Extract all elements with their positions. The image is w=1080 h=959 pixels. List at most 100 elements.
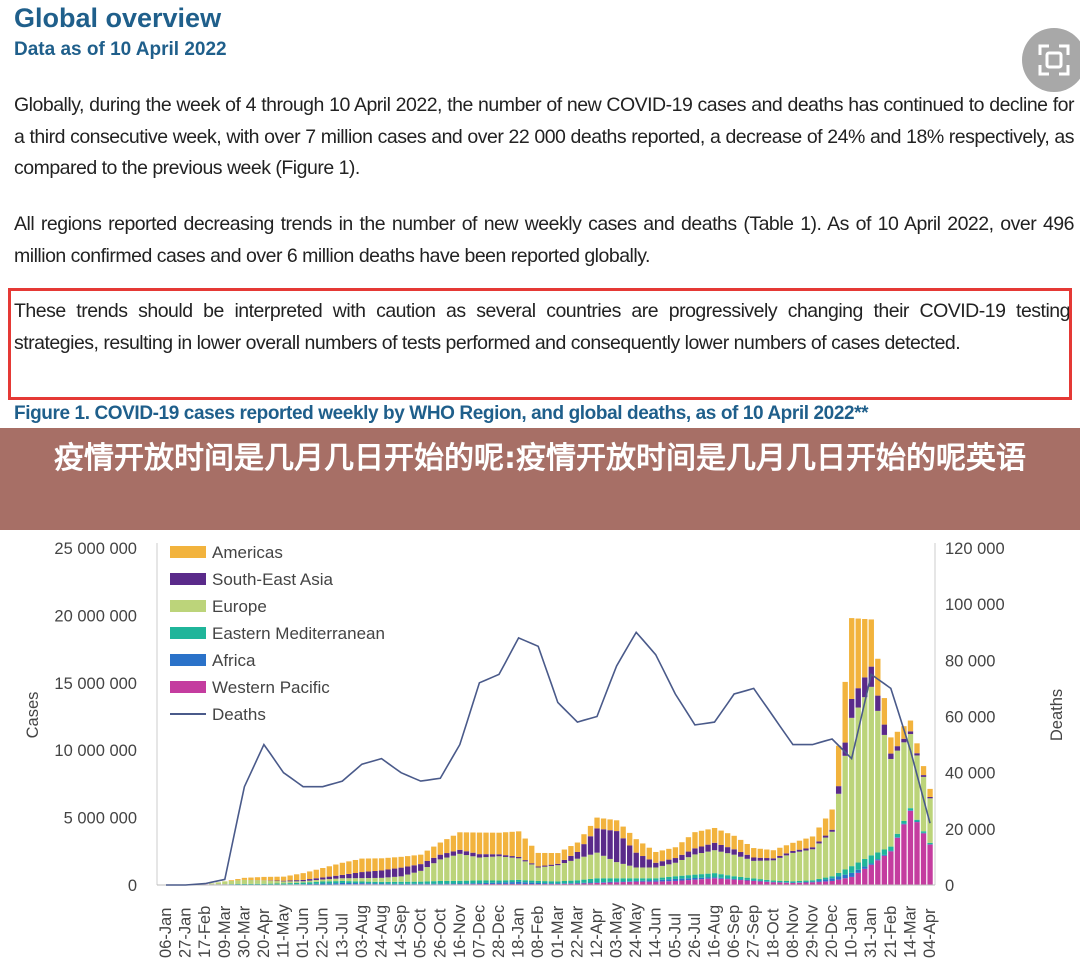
bar-south-east-asia — [757, 857, 763, 861]
legend-label: Africa — [212, 651, 256, 670]
bar-europe — [875, 710, 881, 853]
highlight-box — [8, 288, 1072, 400]
bar-south-east-asia — [718, 844, 724, 852]
x-tick-label: 30-Mar — [235, 905, 253, 958]
bar-south-east-asia — [470, 852, 476, 857]
bar-western-pacific — [711, 878, 718, 885]
bar-africa — [378, 883, 385, 885]
bar-americas — [339, 862, 346, 875]
bar-eastern-mediterranean — [633, 878, 639, 881]
bar-eastern-mediterranean — [875, 852, 881, 860]
bar-africa — [489, 882, 496, 884]
bar-americas — [600, 818, 607, 830]
bar-eastern-mediterranean — [307, 882, 313, 884]
bar-americas — [881, 698, 888, 725]
bar-americas — [463, 832, 470, 852]
bar-americas — [535, 852, 541, 867]
bar-americas — [378, 858, 385, 871]
x-tick-label: 22-Mar — [568, 905, 586, 958]
bar-south-east-asia — [633, 852, 639, 868]
bar-africa — [868, 863, 874, 865]
bar-western-pacific — [489, 883, 496, 885]
x-tick-label: 06-Jan — [157, 908, 175, 958]
y2-tick-label: 60 000 — [945, 709, 995, 727]
bar-eastern-mediterranean — [796, 880, 803, 883]
bar-europe — [581, 856, 587, 880]
bar-eastern-mediterranean — [901, 820, 907, 824]
bar-eastern-mediterranean — [359, 881, 365, 884]
bar-europe — [724, 853, 731, 876]
bar-south-east-asia — [542, 865, 548, 867]
bar-south-east-asia — [620, 838, 626, 864]
bar-western-pacific — [692, 879, 698, 885]
bar-americas — [398, 856, 404, 868]
bar-eastern-mediterranean — [241, 883, 248, 885]
bar-africa — [842, 874, 848, 879]
x-tick-label: 21-Feb — [882, 906, 900, 958]
bar-americas — [783, 845, 790, 854]
bar-europe — [914, 755, 920, 820]
bar-eastern-mediterranean — [620, 878, 626, 882]
y2-tick-label: 40 000 — [945, 765, 995, 783]
bar-europe — [685, 857, 692, 876]
bar-eastern-mediterranean — [516, 879, 522, 882]
bar-eastern-mediterranean — [738, 876, 744, 880]
x-tick-label: 31-Jan — [862, 908, 880, 958]
bar-europe — [568, 860, 574, 881]
bar-africa — [574, 882, 581, 884]
fullscreen-button[interactable] — [1022, 28, 1080, 92]
bar-americas — [803, 838, 809, 849]
y2-tick-label: 80 000 — [945, 652, 995, 670]
bar-americas — [914, 743, 920, 754]
x-tick-label: 08-Feb — [529, 906, 547, 958]
bar-africa — [333, 883, 339, 885]
bar-south-east-asia — [287, 880, 293, 882]
bar-europe — [613, 862, 620, 879]
bar-europe — [228, 880, 235, 885]
bar-western-pacific — [574, 883, 581, 885]
bar-europe — [835, 793, 842, 873]
bar-americas — [542, 852, 548, 866]
bar-africa — [640, 880, 646, 882]
bar-americas — [653, 851, 659, 863]
bar-south-east-asia — [594, 828, 600, 853]
bar-africa — [672, 878, 679, 881]
bar-americas — [489, 832, 496, 855]
bar-europe — [862, 697, 868, 859]
bar-eastern-mediterranean — [607, 878, 613, 882]
legend-item: Africa — [170, 651, 256, 670]
bar-south-east-asia — [496, 854, 502, 857]
bar-europe — [672, 862, 679, 877]
x-tick-label: 24-May — [627, 902, 645, 958]
bar-western-pacific — [502, 883, 509, 885]
bar-africa — [901, 823, 907, 825]
bar-eastern-mediterranean — [496, 880, 502, 883]
bar-americas — [300, 873, 306, 880]
bar-americas — [431, 846, 437, 858]
bar-south-east-asia — [457, 849, 463, 854]
x-tick-label: 03-May — [608, 902, 626, 958]
bar-eastern-mediterranean — [698, 874, 705, 878]
bar-south-east-asia — [842, 742, 848, 756]
bar-eastern-mediterranean — [346, 881, 352, 884]
bar-europe — [809, 849, 816, 881]
bar-western-pacific — [698, 879, 705, 885]
bar-western-pacific — [607, 882, 613, 885]
bar-europe — [267, 880, 274, 884]
bar-africa — [424, 883, 430, 885]
bar-south-east-asia — [607, 830, 613, 859]
bar-europe — [829, 831, 835, 877]
bar-africa — [731, 878, 737, 880]
bar-africa — [463, 883, 470, 885]
bar-south-east-asia — [385, 869, 391, 878]
bar-western-pacific — [587, 883, 594, 885]
bar-africa — [555, 883, 561, 885]
x-tick-label: 09-Mar — [216, 905, 234, 958]
bar-eastern-mediterranean — [418, 881, 424, 884]
bar-western-pacific — [888, 851, 894, 885]
bar-eastern-mediterranean — [653, 878, 659, 881]
bar-south-east-asia — [300, 879, 306, 882]
bar-europe — [920, 776, 927, 832]
bar-americas — [326, 866, 332, 877]
bar-americas — [777, 847, 783, 856]
